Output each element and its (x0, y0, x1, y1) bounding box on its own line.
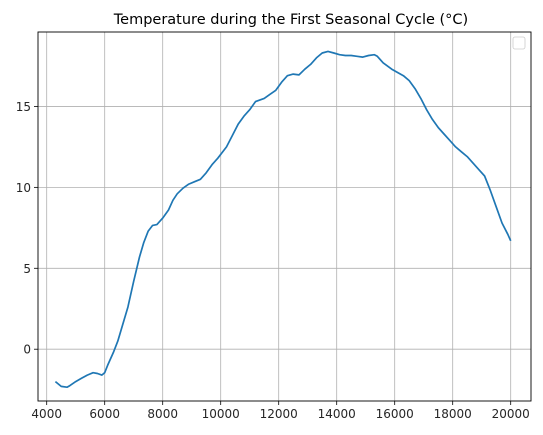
x-tick-label: 10000 (202, 407, 240, 421)
y-tick-label: 0 (23, 343, 31, 357)
chart-title: Temperature during the First Seasonal Cy… (113, 12, 468, 28)
x-tick-label: 20000 (492, 407, 530, 421)
temperature-series-line (54, 50, 512, 389)
grid-layer (38, 32, 531, 401)
x-tick-label: 18000 (434, 407, 472, 421)
y-tick-label: 15 (16, 100, 31, 114)
legend-layer (512, 36, 526, 50)
x-tick-label: 4000 (31, 407, 62, 421)
x-tick-label: 12000 (260, 407, 298, 421)
x-tick-label: 6000 (89, 407, 120, 421)
y-tick-label: 10 (16, 181, 31, 195)
y-tick-label: 5 (23, 262, 31, 276)
series-layer (54, 50, 512, 389)
plot-frame (37, 31, 532, 402)
x-tick-label: 8000 (147, 407, 178, 421)
legend-box (512, 36, 526, 50)
x-tick-label: 14000 (318, 407, 356, 421)
x-tick-label: 16000 (376, 407, 414, 421)
tick-layer: 4000 6000 8000 10000 12000 14000 16000 18000 200… (16, 100, 530, 421)
